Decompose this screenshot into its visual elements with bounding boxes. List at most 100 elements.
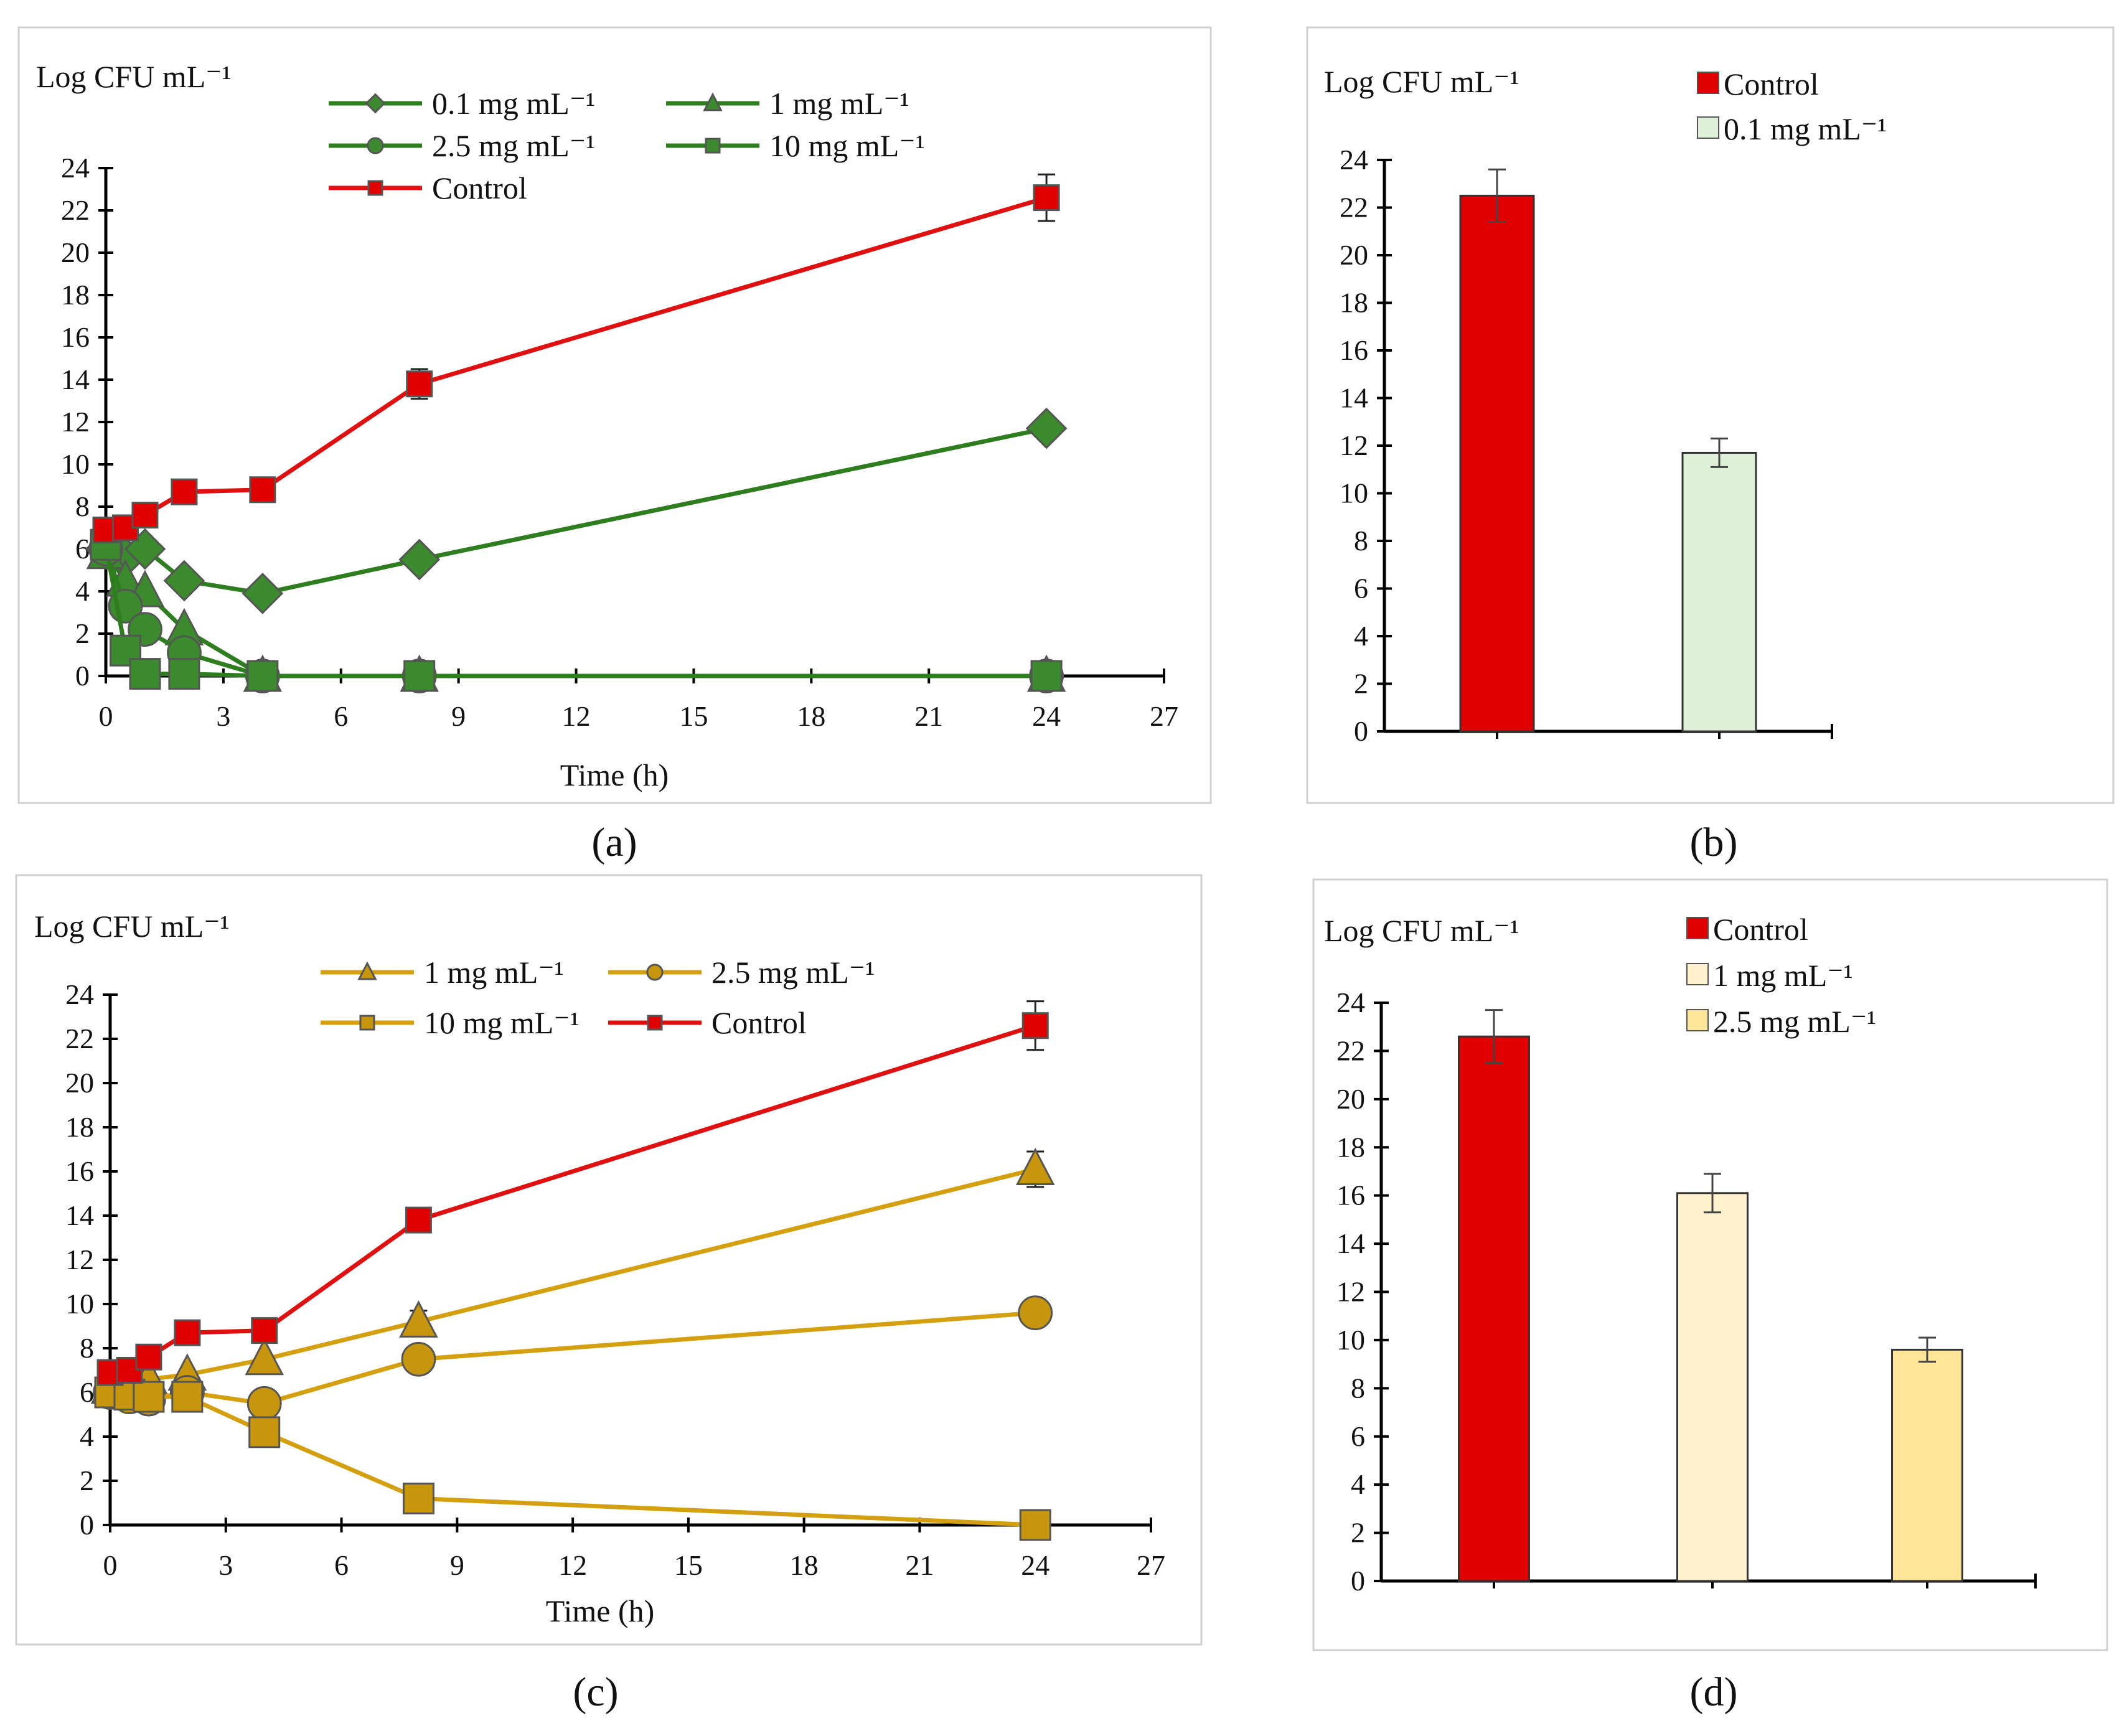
data-point bbox=[163, 560, 205, 602]
y-tick-label: 24 bbox=[1336, 987, 1365, 1018]
data-point bbox=[399, 1300, 438, 1338]
y-tick-label: 10 bbox=[1336, 1324, 1365, 1356]
y-tick-label: 22 bbox=[1336, 1035, 1365, 1066]
data-point bbox=[406, 370, 433, 398]
x-tick-label: 15 bbox=[679, 700, 708, 732]
panel-label: (a) bbox=[591, 820, 637, 865]
bar bbox=[1681, 451, 1757, 733]
series-10-mg-ml- bbox=[94, 1376, 1051, 1541]
y-tick-label: 20 bbox=[1340, 239, 1368, 271]
legend-entry: 10 mg mL⁻¹ bbox=[321, 1005, 580, 1040]
legend-label: 10 mg mL⁻¹ bbox=[424, 1005, 580, 1040]
y-tick-label: 24 bbox=[61, 152, 90, 184]
data-point bbox=[405, 1206, 432, 1234]
y-tick-label: 12 bbox=[1336, 1276, 1365, 1308]
legend-marker bbox=[705, 138, 721, 154]
bar-2.5-mg-ml- bbox=[1891, 1336, 1963, 1582]
y-tick-label: 8 bbox=[75, 490, 90, 522]
y-tick-label: 6 bbox=[1351, 1420, 1365, 1452]
y-tick-label: 16 bbox=[1340, 334, 1368, 366]
legend-swatch bbox=[1697, 72, 1719, 94]
legend-label: Control bbox=[1724, 67, 1819, 101]
data-point bbox=[249, 476, 276, 504]
data-point bbox=[1030, 660, 1063, 692]
x-tick-label: 15 bbox=[674, 1549, 703, 1581]
legend-marker bbox=[365, 93, 386, 114]
legend-entry: Control bbox=[1686, 912, 1808, 947]
bar bbox=[1676, 1192, 1749, 1582]
y-tick-label: 12 bbox=[61, 406, 90, 438]
legend-label: 2.5 mg mL⁻¹ bbox=[711, 955, 875, 990]
y-tick-label: 14 bbox=[65, 1199, 94, 1231]
x-tick-label: 3 bbox=[218, 1549, 233, 1581]
y-axis-label: Log CFU mL⁻¹ bbox=[1324, 913, 1519, 948]
legend-entry: 2.5 mg mL⁻¹ bbox=[1686, 1004, 1876, 1039]
x-tick-label: 3 bbox=[216, 700, 230, 732]
y-tick-label: 14 bbox=[61, 364, 90, 395]
series-10-mg-ml- bbox=[90, 528, 1063, 692]
legend-label: Control bbox=[711, 1005, 807, 1040]
x-axis-label: Time (h) bbox=[546, 1593, 655, 1628]
y-tick-label: 24 bbox=[65, 978, 94, 1010]
y-tick-label: 2 bbox=[80, 1465, 94, 1496]
legend-marker bbox=[646, 964, 664, 981]
y-tick-label: 14 bbox=[1340, 382, 1368, 414]
x-tick-label: 0 bbox=[103, 1549, 118, 1581]
y-tick-label: 0 bbox=[75, 660, 90, 692]
legend-marker bbox=[703, 92, 723, 111]
data-point bbox=[129, 658, 161, 690]
data-point bbox=[242, 573, 284, 614]
y-tick-label: 4 bbox=[1354, 620, 1368, 652]
x-tick-label: 27 bbox=[1150, 700, 1178, 732]
legend-label: 2.5 mg mL⁻¹ bbox=[432, 128, 595, 163]
y-tick-label: 20 bbox=[65, 1067, 94, 1099]
y-axis-label: Log CFU mL⁻¹ bbox=[36, 59, 232, 94]
y-tick-label: 10 bbox=[1340, 477, 1368, 509]
data-point bbox=[1018, 1295, 1053, 1331]
y-tick-label: 4 bbox=[75, 575, 90, 607]
legend-label: 2.5 mg mL⁻¹ bbox=[1713, 1004, 1876, 1039]
data-point bbox=[135, 1343, 162, 1371]
y-tick-label: 0 bbox=[1351, 1565, 1365, 1597]
legend-entry: 1 mg mL⁻¹ bbox=[1686, 958, 1853, 993]
legend-entry: 10 mg mL⁻¹ bbox=[666, 128, 925, 163]
y-tick-label: 8 bbox=[1354, 525, 1368, 556]
panel-label: (b) bbox=[1690, 820, 1738, 865]
y-tick-label: 12 bbox=[65, 1244, 94, 1275]
y-tick-label: 4 bbox=[1351, 1468, 1365, 1500]
bar bbox=[1459, 194, 1535, 733]
x-tick-label: 18 bbox=[797, 700, 825, 732]
x-tick-label: 9 bbox=[451, 700, 466, 732]
data-point bbox=[133, 1381, 165, 1413]
series-control bbox=[92, 173, 1060, 543]
data-point bbox=[171, 478, 198, 505]
legend-entry: 2.5 mg mL⁻¹ bbox=[608, 955, 875, 990]
y-axis-label: Log CFU mL⁻¹ bbox=[34, 909, 230, 944]
x-tick-label: 0 bbox=[99, 700, 113, 732]
legend-marker bbox=[359, 1015, 375, 1031]
y-tick-label: 20 bbox=[61, 237, 90, 268]
y-tick-label: 2 bbox=[1354, 668, 1368, 700]
legend-entry: 0.1 mg mL⁻¹ bbox=[329, 86, 595, 121]
bar bbox=[1891, 1348, 1963, 1582]
data-point bbox=[251, 1317, 278, 1344]
y-tick-label: 12 bbox=[1340, 429, 1368, 461]
x-tick-label: 12 bbox=[562, 700, 591, 732]
y-tick-label: 16 bbox=[65, 1155, 94, 1187]
y-tick-label: 18 bbox=[1336, 1131, 1365, 1163]
panel-label: (c) bbox=[573, 1669, 618, 1715]
data-point bbox=[402, 1482, 434, 1514]
legend-swatch bbox=[1697, 116, 1719, 139]
legend-label: 1 mg mL⁻¹ bbox=[769, 86, 909, 121]
y-tick-label: 24 bbox=[1340, 144, 1368, 176]
legend-marker bbox=[367, 180, 383, 196]
x-tick-label: 6 bbox=[334, 700, 348, 732]
data-point bbox=[174, 1319, 201, 1346]
legend-marker bbox=[357, 961, 377, 980]
y-tick-label: 4 bbox=[80, 1420, 94, 1452]
y-tick-label: 18 bbox=[61, 279, 90, 311]
y-tick-label: 22 bbox=[65, 1023, 94, 1054]
legend-swatch bbox=[1686, 917, 1709, 939]
